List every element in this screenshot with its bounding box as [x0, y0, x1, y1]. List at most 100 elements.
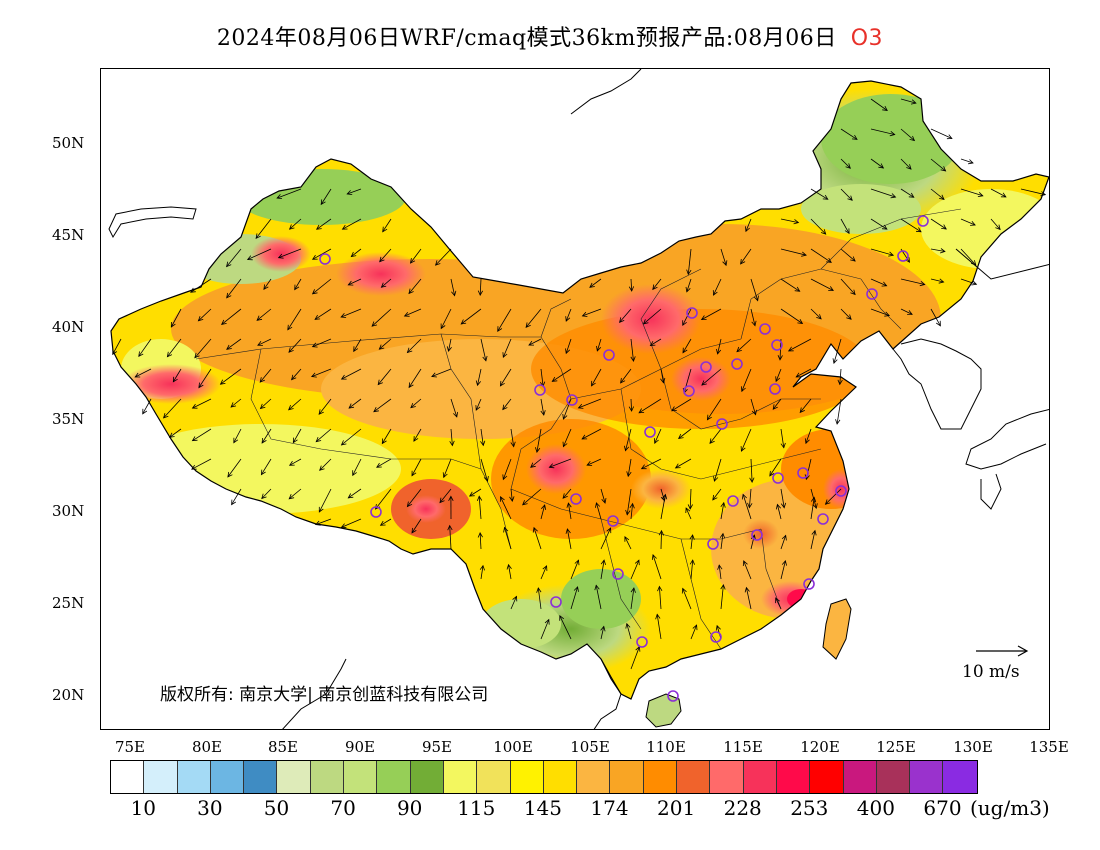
wind-arrow-head [832, 358, 838, 365]
wind-arrow [840, 128, 858, 140]
wind-arrow-head [804, 474, 810, 481]
wind-arrow [172, 368, 182, 383]
wind-arrow [226, 278, 242, 299]
wind-arrow-head [889, 130, 896, 137]
wind-arrow-head [581, 311, 588, 317]
wind-arrow [276, 188, 302, 199]
wind-arrow [525, 308, 542, 328]
wind-arrow-head [826, 257, 832, 263]
wind-arrow [701, 308, 722, 320]
wind-arrow [780, 218, 799, 223]
wind-arrow [540, 619, 550, 640]
wind-arrow [799, 398, 812, 413]
wind-arrow-head [630, 356, 636, 362]
wind-arrow-head [574, 559, 580, 566]
wind-arrow [900, 308, 913, 315]
wind-arrow-head [510, 441, 516, 448]
wind-arrow-head [315, 436, 322, 443]
wind-arrow-head [657, 585, 663, 592]
wind-arrow [169, 428, 182, 438]
wind-arrow-head [442, 472, 448, 479]
wind-arrow-head [1040, 191, 1047, 197]
wind-arrow-head [477, 532, 483, 538]
wind-arrow [624, 536, 632, 550]
legend-label: 90 [396, 796, 423, 820]
wind-arrow-head [276, 194, 283, 199]
wind-arrow-head [535, 447, 541, 453]
wind-arrow [810, 248, 832, 263]
wind-arrow [480, 565, 484, 580]
wind-arrow-head [772, 404, 778, 410]
wind-arrow-head [255, 233, 261, 240]
wind-arrow-head [477, 290, 484, 296]
wind-arrow [780, 428, 785, 448]
wind-arrow-head [601, 498, 607, 504]
wind-arrow [930, 278, 944, 283]
wind-arrow-head [1000, 192, 1007, 198]
wind-arrow [570, 586, 578, 610]
lon-label-90e: 90E [344, 738, 376, 756]
wind-arrow-head [630, 587, 636, 593]
wind-arrow [713, 278, 722, 296]
wind-arrow-head [565, 348, 571, 355]
wind-arrow-head [532, 526, 538, 533]
wind-arrow-head [720, 501, 726, 508]
wind-arrow [192, 398, 212, 409]
wind-arrow [840, 218, 850, 234]
lon-label-125e: 125E [876, 738, 916, 756]
wind-arrow [261, 488, 272, 499]
lat-label-45n: 45N [52, 226, 85, 244]
wind-arrow [749, 488, 752, 508]
wind-arrow-head [263, 284, 269, 291]
wind-arrow-head [292, 437, 298, 444]
wind-arrow-head [439, 497, 445, 504]
wind-arrow [480, 338, 487, 361]
city-marker [570, 493, 582, 505]
wind-arrow [745, 218, 752, 232]
wind-arrow-head [654, 438, 659, 445]
wind-arrow-head [353, 346, 359, 353]
wind-arrow [379, 338, 392, 350]
legend-swatch [876, 761, 911, 793]
wind-arrow-head [449, 440, 455, 447]
wind-arrow-head [846, 314, 852, 320]
wind-arrow [689, 488, 692, 509]
wind-arrow-head [341, 224, 348, 230]
wind-arrow-head [288, 347, 294, 353]
wind-arrow [627, 458, 632, 477]
lat-label-30n: 30N [52, 502, 85, 520]
wind-arrow-head [460, 319, 467, 325]
city-marker [917, 215, 929, 227]
wind-arrow [870, 308, 890, 316]
wind-arrow-head [411, 527, 417, 534]
wind-arrow [690, 624, 697, 640]
wind-arrow-head [226, 261, 232, 268]
wind-arrow [810, 278, 834, 291]
wind-arrow [840, 308, 852, 320]
wind-arrow-head [381, 438, 387, 445]
wind-arrow [231, 488, 242, 505]
legend-swatch [943, 761, 977, 793]
wind-arrow-head [744, 586, 750, 593]
wind-arrow [870, 98, 888, 111]
title-text: 2024年08月06日WRF/cmaq模式36km预报产品:08月06日 [216, 26, 837, 51]
wind-arrow-head [652, 284, 658, 291]
wind-arrow [500, 368, 512, 387]
wind-arrow [565, 308, 572, 322]
wind-arrow [620, 368, 632, 384]
wind-arrow [825, 488, 842, 505]
pollutant-label: O3 [850, 26, 884, 51]
wind-arrow [376, 458, 392, 468]
wind-arrow [643, 308, 662, 325]
wind-arrow-head [551, 376, 558, 382]
wind-arrow-head [777, 355, 783, 361]
wind-arrow-head [314, 520, 321, 526]
wind-arrow [475, 398, 482, 411]
legend-swatch [543, 761, 578, 793]
wind-arrow [870, 278, 887, 287]
wind-arrow [522, 488, 542, 506]
wind-arrow-head [881, 281, 888, 287]
wind-arrow [450, 428, 453, 446]
legend-label: 201 [657, 796, 696, 820]
neighbor-coastlines [108, 69, 1049, 729]
